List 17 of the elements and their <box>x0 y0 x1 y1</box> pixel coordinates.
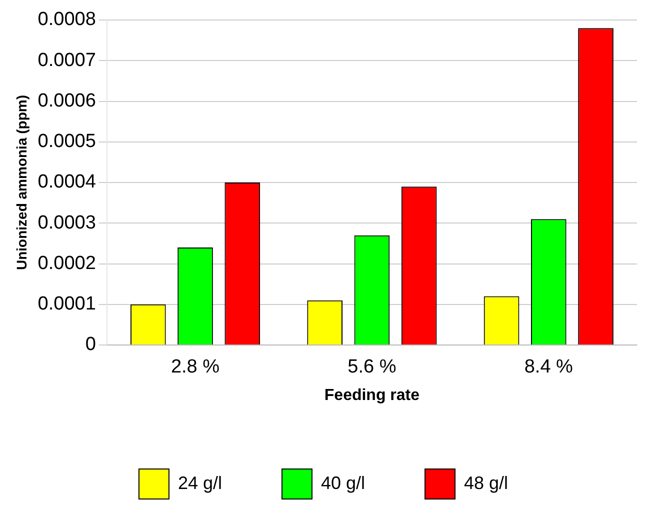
y-tick-label: 0.0004 <box>38 172 96 193</box>
y-tick-label: 0.0002 <box>38 252 96 274</box>
legend-label: 24 g/l <box>178 472 222 493</box>
y-tick-label: 0.0006 <box>38 90 96 112</box>
x-tick-label: 2.8 % <box>170 356 220 378</box>
x-tick-label: 5.6 % <box>348 356 396 378</box>
y-tick-label: 0.0003 <box>38 212 96 234</box>
y-tick-label: 0 <box>85 334 96 356</box>
y-tick-label: 0.0008 <box>38 9 96 30</box>
y-tick-label: 0.0005 <box>38 131 96 152</box>
y-axis-title: Unionized ammonia (ppm) <box>13 95 30 270</box>
x-axis-title: Feeding rate <box>324 386 420 404</box>
y-tick-label: 0.0001 <box>38 294 96 315</box>
x-tick-label: 8.4 % <box>524 356 574 378</box>
y-tick-label: 0.0007 <box>38 50 96 71</box>
legend-label: 40 g/l <box>320 472 366 493</box>
legend-label: 48 g/l <box>464 472 508 493</box>
